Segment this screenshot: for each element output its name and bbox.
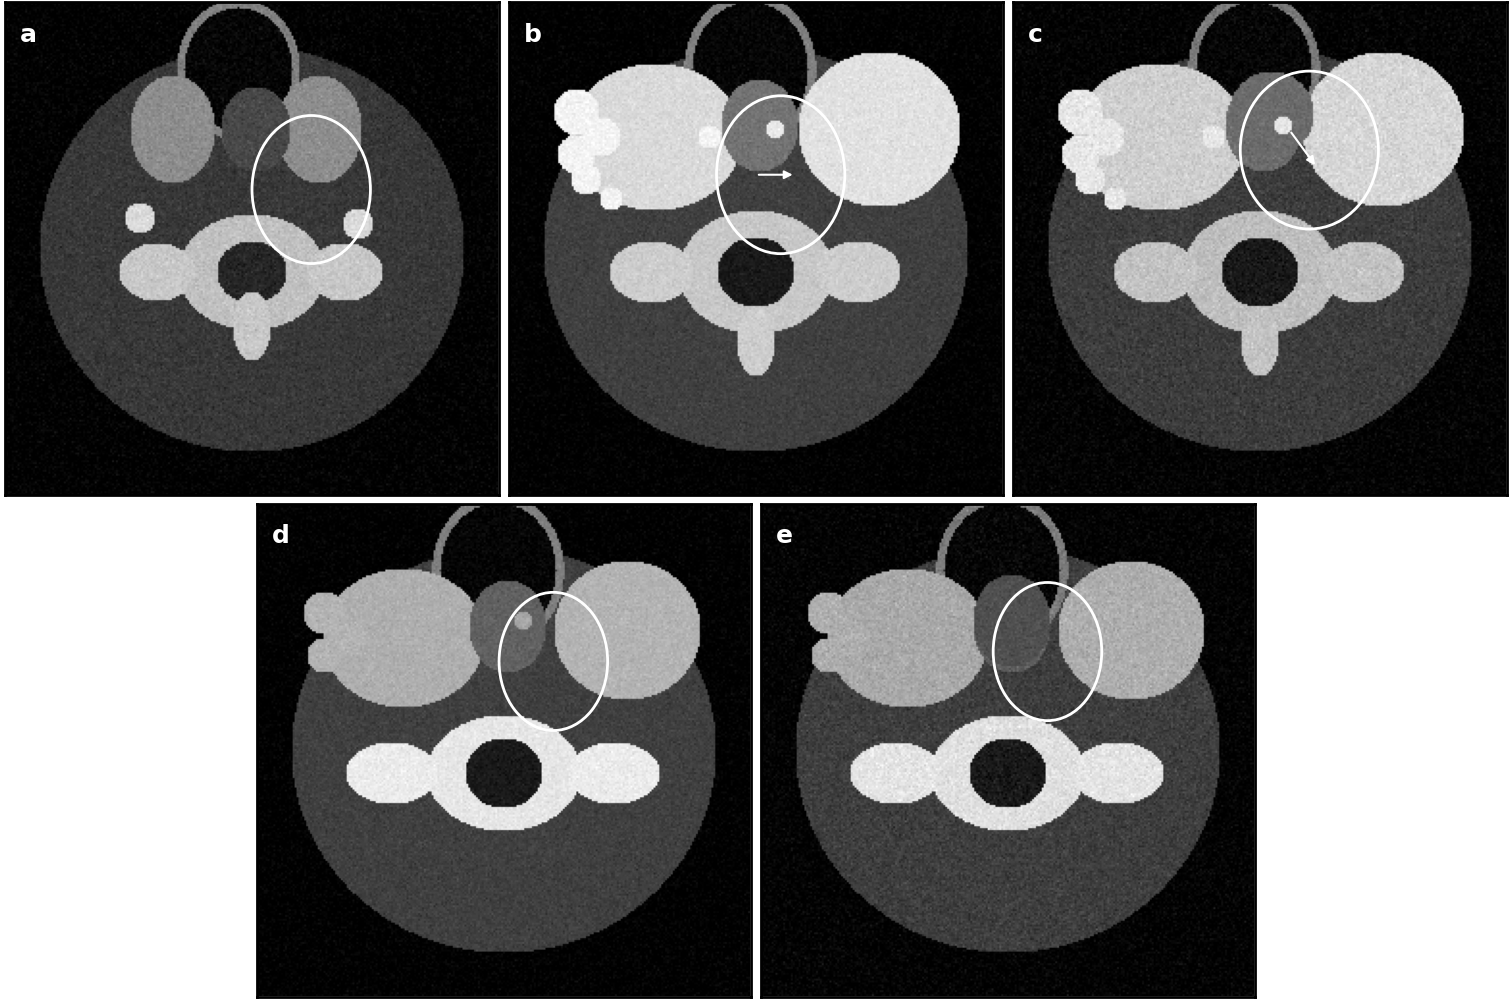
Text: c: c <box>1028 23 1043 47</box>
Text: b: b <box>525 23 541 47</box>
Text: a: a <box>20 23 38 47</box>
Text: d: d <box>272 524 290 548</box>
Text: e: e <box>776 524 794 548</box>
